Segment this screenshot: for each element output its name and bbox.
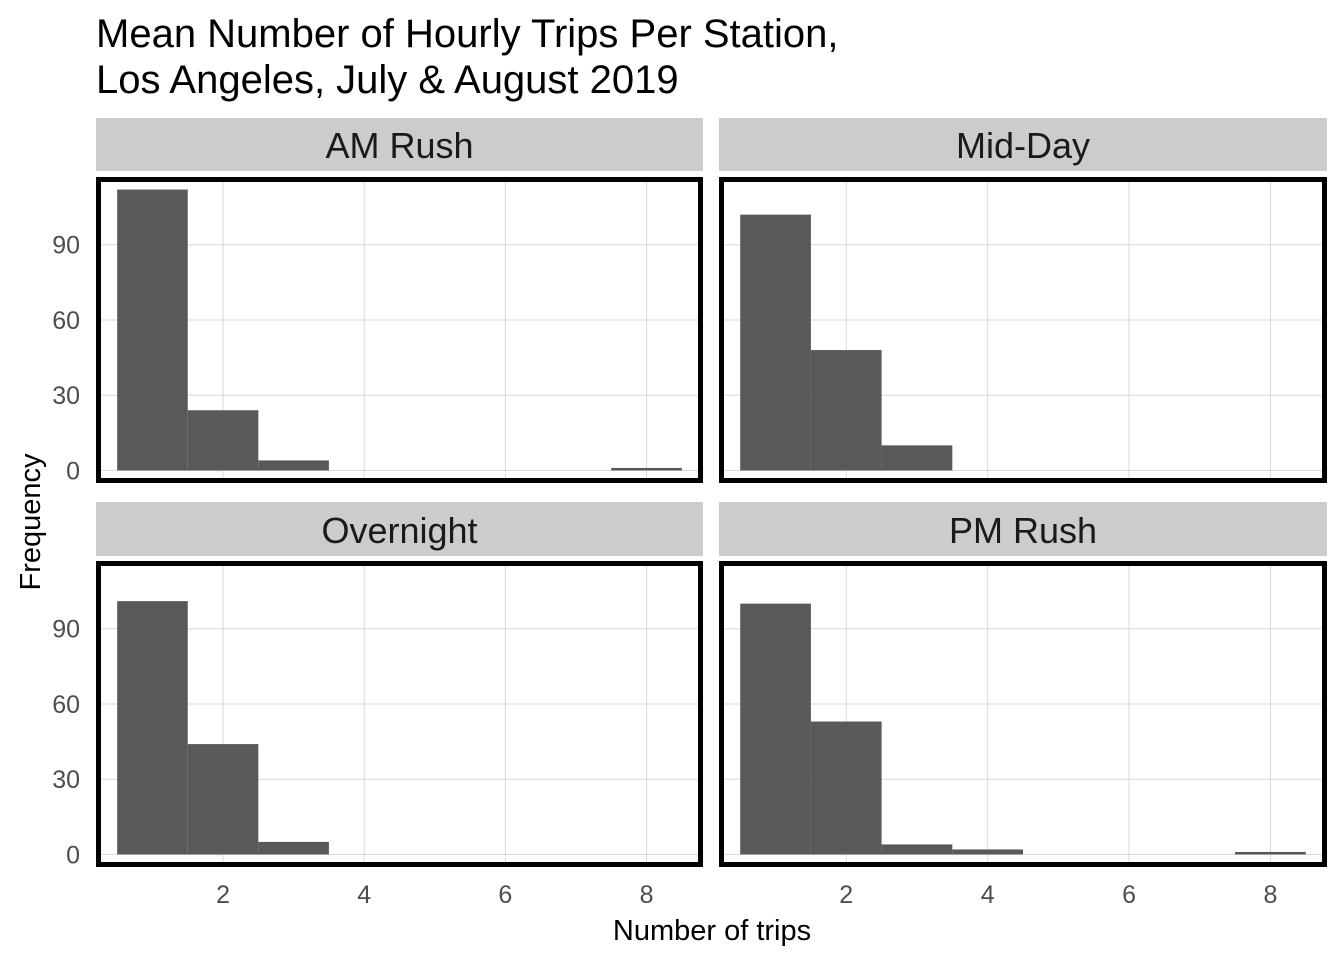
- x-tick-label: 6: [1122, 881, 1136, 909]
- facet-label-am-rush: AM Rush: [325, 125, 473, 166]
- facet-strip-am-rush: [96, 118, 703, 171]
- histogram-bar-pm-rush: [740, 603, 811, 855]
- facet-label-pm-rush: PM Rush: [949, 510, 1097, 551]
- histogram-bar-overnight: [258, 841, 329, 855]
- facet-label-mid-day: Mid-Day: [956, 125, 1090, 166]
- histogram-bar-am-rush: [187, 410, 259, 471]
- histogram-bar-pm-rush: [881, 844, 953, 855]
- x-tick-label: 8: [1263, 881, 1277, 909]
- x-axis-title: Number of trips: [613, 915, 811, 947]
- y-tick-label: 0: [66, 457, 80, 485]
- facet-strip-pm-rush: [719, 502, 1327, 556]
- x-tick-label: 4: [981, 881, 995, 909]
- histogram-bar-mid-day: [881, 445, 953, 471]
- histogram-bar-am-rush: [611, 467, 682, 471]
- x-tick-label: 8: [640, 881, 654, 909]
- y-tick-label: 60: [52, 307, 80, 335]
- y-tick-label: 30: [52, 382, 80, 410]
- facet-label-overnight: Overnight: [321, 510, 477, 551]
- histogram-bar-overnight: [117, 601, 188, 855]
- x-tick-label: 2: [839, 881, 853, 909]
- panel-border-am-rush: [96, 177, 703, 483]
- histogram-bar-pm-rush: [1235, 851, 1306, 855]
- panel-border-overnight: [96, 561, 703, 867]
- y-axis-title: Frequency: [15, 453, 47, 591]
- histogram-bar-mid-day: [810, 350, 882, 471]
- histogram-bar-overnight: [187, 744, 259, 855]
- histogram-bar-pm-rush: [952, 849, 1023, 855]
- facet-strip-mid-day: [719, 118, 1327, 171]
- chart-title-line-2: Los Angeles, July & August 2019: [96, 58, 679, 102]
- x-tick-label: 6: [498, 881, 512, 909]
- x-tick-label: 2: [216, 881, 230, 909]
- histogram-bar-pm-rush: [810, 721, 882, 855]
- y-tick-label: 30: [52, 766, 80, 794]
- panel-border-pm-rush: [719, 561, 1327, 867]
- y-tick-label: 0: [66, 841, 80, 869]
- y-tick-label: 60: [52, 691, 80, 719]
- panel-border-mid-day: [719, 177, 1327, 483]
- y-tick-label: 90: [52, 616, 80, 644]
- facet-strip-overnight: [96, 502, 703, 556]
- histogram-bar-mid-day: [740, 214, 811, 471]
- y-tick-label: 90: [52, 232, 80, 260]
- chart-title-line-1: Mean Number of Hourly Trips Per Station,: [96, 12, 839, 56]
- histogram-bar-am-rush: [117, 189, 188, 471]
- x-tick-label: 4: [357, 881, 371, 909]
- histogram-bar-am-rush: [258, 460, 329, 471]
